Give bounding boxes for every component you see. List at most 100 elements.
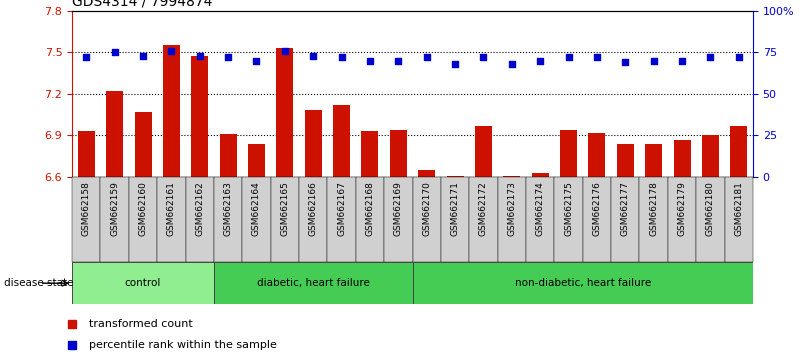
Bar [135,112,151,177]
Point [533,58,546,63]
Bar [526,177,554,262]
Bar [100,177,129,262]
Bar [475,126,492,177]
Text: GSM662176: GSM662176 [593,181,602,236]
Text: GSM662177: GSM662177 [621,181,630,236]
Text: GSM662175: GSM662175 [564,181,573,236]
Point [421,55,433,60]
Point [647,58,660,63]
Bar [532,173,549,177]
Text: GSM662170: GSM662170 [422,181,431,236]
Bar [219,134,236,177]
Text: non-diabetic, heart failure: non-diabetic, heart failure [514,278,651,288]
Bar [589,133,606,177]
Bar [248,144,265,177]
Bar [191,56,208,177]
Text: GSM662168: GSM662168 [365,181,374,236]
Bar [617,144,634,177]
Point [619,59,632,65]
Text: GSM662180: GSM662180 [706,181,714,236]
Text: GSM662160: GSM662160 [139,181,147,236]
Bar [554,177,582,262]
Text: diabetic, heart failure: diabetic, heart failure [257,278,370,288]
Point [449,61,461,67]
Bar [441,177,469,262]
Bar [186,177,214,262]
Point [222,55,235,60]
Point [704,55,717,60]
Bar [333,105,350,177]
Bar [271,177,299,262]
Bar [163,45,180,177]
Bar [276,48,293,177]
Text: GSM662161: GSM662161 [167,181,176,236]
Text: percentile rank within the sample: percentile rank within the sample [89,340,277,350]
Text: GSM662169: GSM662169 [394,181,403,236]
Bar [418,170,435,177]
Point [193,53,206,58]
Bar [390,130,407,177]
Bar [731,126,747,177]
Bar [702,135,718,177]
Bar [214,177,242,262]
Bar [72,177,100,262]
Point [732,55,745,60]
Bar [413,177,441,262]
Text: disease state: disease state [4,278,74,288]
Point [80,55,93,60]
Bar [384,177,413,262]
Text: GSM662162: GSM662162 [195,181,204,236]
Bar [696,177,725,262]
Point [250,58,263,63]
Bar [299,177,328,262]
Point [364,58,376,63]
Text: GSM662163: GSM662163 [223,181,232,236]
Bar [469,177,497,262]
Bar [503,176,521,177]
Bar [356,177,384,262]
Point [675,58,688,63]
Point [137,53,150,58]
Text: GSM662164: GSM662164 [252,181,261,236]
Bar [106,91,123,177]
Text: GSM662167: GSM662167 [337,181,346,236]
Text: GSM662174: GSM662174 [536,181,545,236]
Point [477,55,490,60]
Point [108,50,121,55]
Text: GSM662179: GSM662179 [678,181,686,236]
Text: GSM662165: GSM662165 [280,181,289,236]
Point [505,61,518,67]
Text: control: control [125,278,161,288]
Bar [129,177,157,262]
Text: GSM662178: GSM662178 [649,181,658,236]
Bar [582,177,611,262]
Bar [72,262,214,304]
Bar [446,176,464,177]
Text: GSM662158: GSM662158 [82,181,91,236]
Bar [497,177,526,262]
Bar [214,262,413,304]
Point [335,55,348,60]
Bar [560,130,577,177]
Bar [668,177,696,262]
Bar [78,131,95,177]
Text: GSM662159: GSM662159 [111,181,119,236]
Point [590,55,603,60]
Bar [328,177,356,262]
Point [562,55,575,60]
Point [165,48,178,53]
Point [392,58,405,63]
Bar [611,177,639,262]
Text: GSM662171: GSM662171 [451,181,460,236]
Text: GSM662172: GSM662172 [479,181,488,236]
Text: GSM662181: GSM662181 [735,181,743,236]
Bar [645,144,662,177]
Point [307,53,320,58]
Bar [725,177,753,262]
Bar [639,177,668,262]
Bar [157,177,186,262]
Text: GDS4314 / 7994874: GDS4314 / 7994874 [72,0,212,8]
Point [279,48,292,53]
Bar [413,262,753,304]
Bar [242,177,271,262]
